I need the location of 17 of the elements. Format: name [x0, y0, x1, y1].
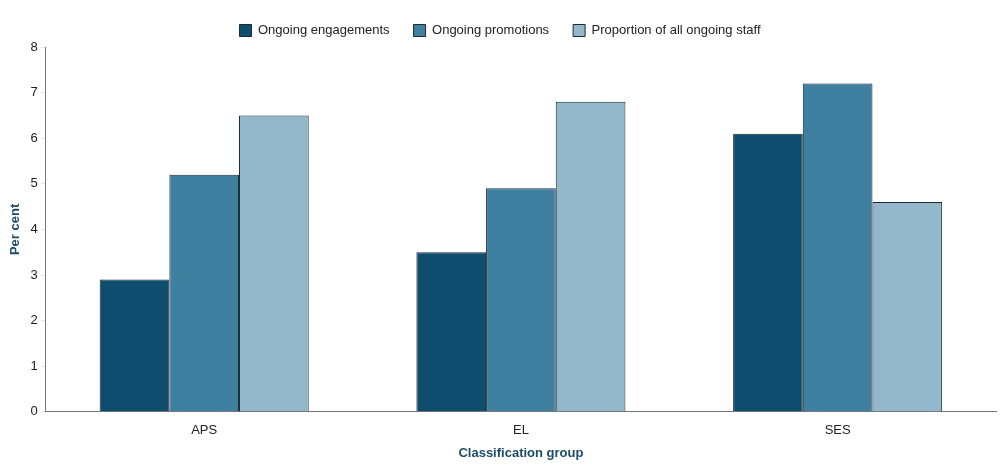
y-tick-label: 4: [30, 220, 38, 236]
x-axis-title: Classification group: [458, 444, 584, 460]
y-tick-label: 8: [30, 38, 38, 54]
y-tick-label: 0: [30, 403, 38, 419]
legend-label: Ongoing promotions: [432, 22, 550, 38]
y-tick-label: 6: [30, 129, 38, 145]
legend-label: Proportion of all ongoing staff: [591, 22, 761, 38]
y-tick-label: 5: [30, 175, 38, 191]
x-tick-label: EL: [512, 422, 529, 438]
y-tick-label: 2: [30, 312, 38, 328]
y-tick-label: 7: [30, 84, 38, 100]
y-tick-label: 1: [30, 357, 38, 373]
y-tick-label: 3: [30, 266, 38, 282]
x-tick-label: APS: [191, 422, 218, 438]
legend-label: Ongoing engagements: [258, 22, 391, 38]
y-axis-title: Per cent: [7, 203, 23, 256]
x-tick-label: SES: [824, 422, 851, 438]
